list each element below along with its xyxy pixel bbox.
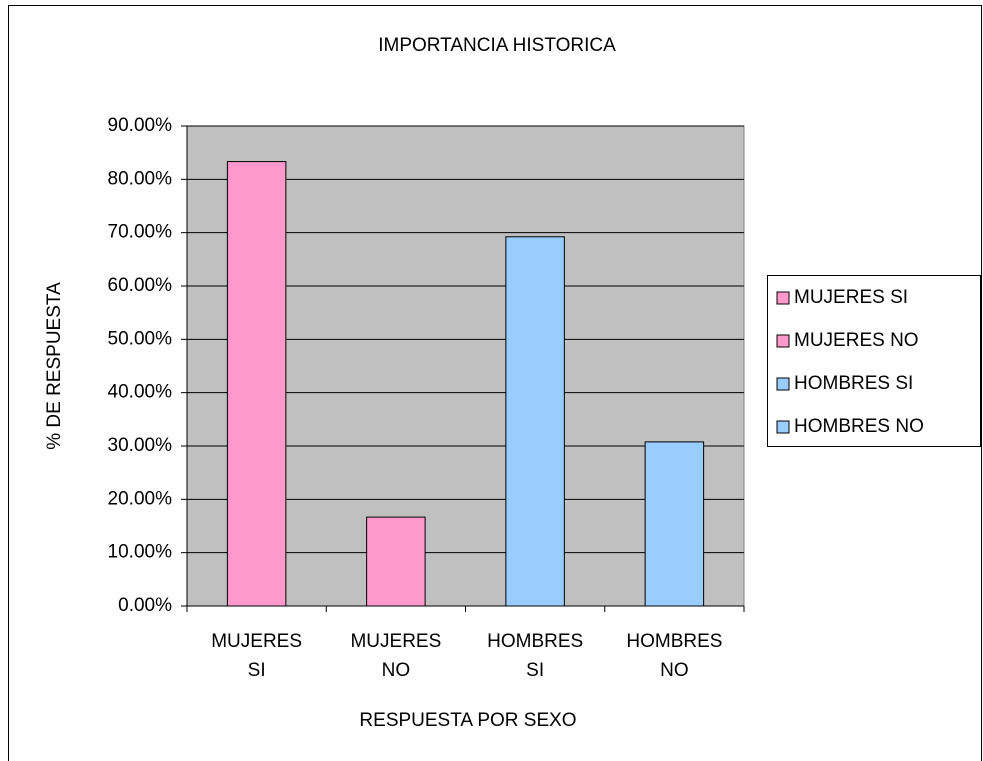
x-axis-label: RESPUESTA POR SEXO — [359, 710, 576, 731]
legend-label: HOMBRES NO — [794, 416, 924, 437]
bar — [644, 441, 705, 607]
bar — [366, 516, 426, 607]
x-tick-label: MUJERES NO — [350, 631, 442, 681]
legend-swatch — [776, 377, 790, 391]
y-tick-label: 80.00% — [108, 168, 173, 189]
y-axis-label: % DE RESPUESTA — [44, 282, 65, 450]
y-tick-label: 90.00% — [108, 115, 173, 136]
legend-swatch — [776, 420, 790, 434]
legend-box — [767, 275, 981, 447]
x-tick-label: HOMBRES NO — [626, 631, 723, 681]
x-tick-label: MUJERES SI — [211, 631, 303, 681]
legend-label: MUJERES NO — [794, 330, 919, 351]
y-tick-label: 50.00% — [108, 328, 173, 349]
y-tick-label: 40.00% — [108, 382, 173, 403]
legend-swatch — [776, 291, 790, 305]
y-tick-label: 0.00% — [118, 595, 172, 616]
y-tick-label: 10.00% — [108, 542, 173, 563]
y-tick-label: 20.00% — [108, 488, 173, 509]
legend-swatch — [776, 334, 790, 348]
y-tick-label: 30.00% — [108, 435, 173, 456]
legend-label: HOMBRES SI — [794, 373, 913, 394]
x-tick-label: HOMBRES SI — [487, 631, 584, 681]
y-tick-label: 60.00% — [108, 275, 173, 296]
chart-title: IMPORTANCIA HISTORICA — [378, 35, 616, 56]
legend-label: MUJERES SI — [794, 287, 908, 308]
bar — [226, 161, 287, 607]
y-tick-label: 70.00% — [108, 222, 173, 243]
bar — [505, 236, 565, 607]
